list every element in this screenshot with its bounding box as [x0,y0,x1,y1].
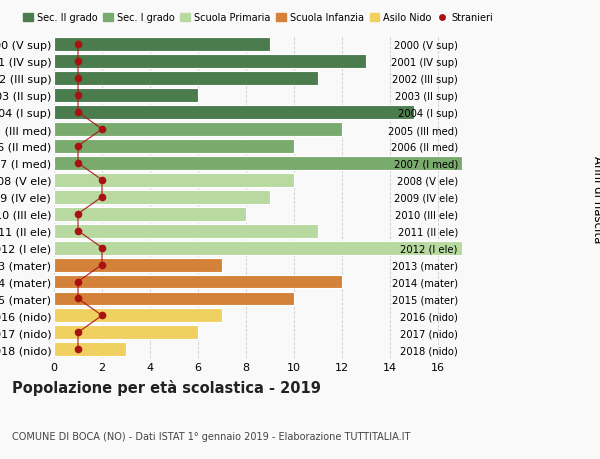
Bar [54,140,294,154]
Bar [54,55,366,69]
Text: COMUNE DI BOCA (NO) - Dati ISTAT 1° gennaio 2019 - Elaborazione TUTTITALIA.IT: COMUNE DI BOCA (NO) - Dati ISTAT 1° genn… [12,431,410,441]
Bar [54,157,462,170]
Bar [54,326,198,340]
Bar [54,241,462,255]
Bar [54,174,294,187]
Bar [54,207,246,221]
Bar [54,292,294,306]
Text: Popolazione per età scolastica - 2019: Popolazione per età scolastica - 2019 [12,379,321,395]
Bar [54,106,414,120]
Bar [54,72,318,86]
Bar [54,275,342,289]
Bar [54,258,222,272]
Text: Anni di nascita: Anni di nascita [590,156,600,243]
Bar [54,89,198,103]
Legend: Sec. II grado, Sec. I grado, Scuola Primaria, Scuola Infanzia, Asilo Nido, Stran: Sec. II grado, Sec. I grado, Scuola Prim… [19,10,497,27]
Bar [54,309,222,323]
Bar [54,123,342,137]
Bar [54,342,126,357]
Bar [54,224,318,238]
Bar [54,38,270,52]
Bar [54,190,270,204]
